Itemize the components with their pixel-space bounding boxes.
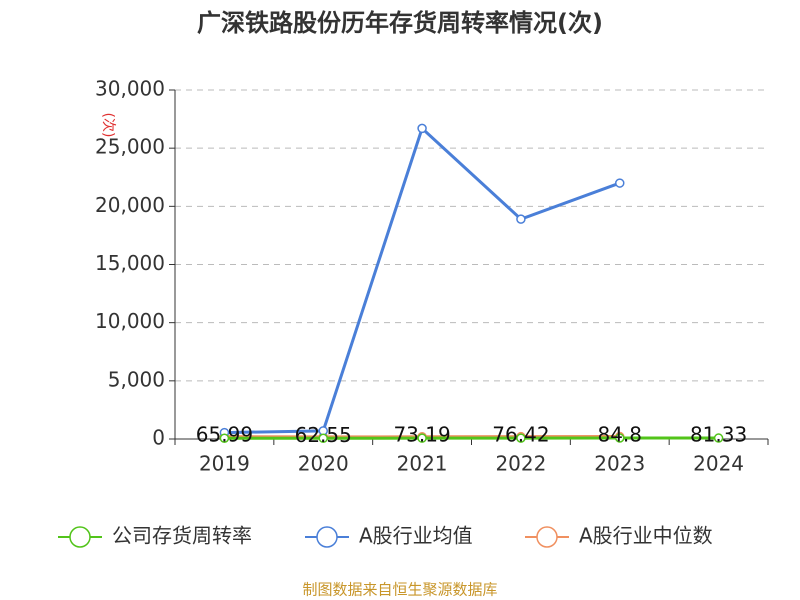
legend-marker [69, 526, 91, 548]
series-line [224, 125, 621, 435]
x-tick-label: 2019 [199, 452, 250, 476]
y-tick-label: 10,000 [95, 309, 165, 333]
y-tick-label: 20,000 [95, 193, 165, 217]
y-tick-label: 30,000 [95, 77, 165, 101]
data-point [516, 433, 526, 443]
legend-label: A股行业均值 [359, 524, 473, 548]
data-point [615, 178, 625, 188]
value-label: 73.19 [393, 423, 450, 447]
source-note: 制图数据来自恒生聚源数据库 [302, 581, 497, 599]
legend-marker [316, 526, 338, 548]
data-point [713, 433, 724, 443]
y-tick-label: 0 [152, 426, 165, 450]
data-point [615, 433, 625, 443]
y-axis-label: (次) [100, 113, 116, 138]
x-tick-label: 2022 [495, 452, 546, 476]
legend-marker [536, 526, 558, 548]
y-tick-label: 15,000 [95, 251, 165, 275]
value-label: 65.99 [196, 423, 253, 447]
value-label: 81.33 [690, 423, 747, 447]
value-label: 62.55 [295, 423, 352, 447]
y-tick-label: 25,000 [95, 135, 165, 159]
x-tick-label: 2021 [397, 452, 448, 476]
value-label: 84.8 [597, 423, 642, 447]
data-point [417, 123, 427, 134]
y-tick-label: 5,000 [108, 367, 165, 391]
x-tick-label: 2020 [298, 452, 349, 476]
data-point [318, 433, 328, 444]
data-point [417, 433, 427, 443]
value-label: 76.42 [492, 423, 549, 447]
x-tick-label: 2024 [693, 452, 744, 476]
x-tick-label: 2023 [594, 452, 645, 476]
data-point [516, 214, 526, 224]
legend-label: 公司存货周转率 [112, 524, 252, 548]
legend-label: A股行业中位数 [579, 524, 713, 548]
chart-title: 广深铁路股份历年存货周转率情况(次) [197, 9, 603, 37]
data-point [219, 433, 230, 443]
